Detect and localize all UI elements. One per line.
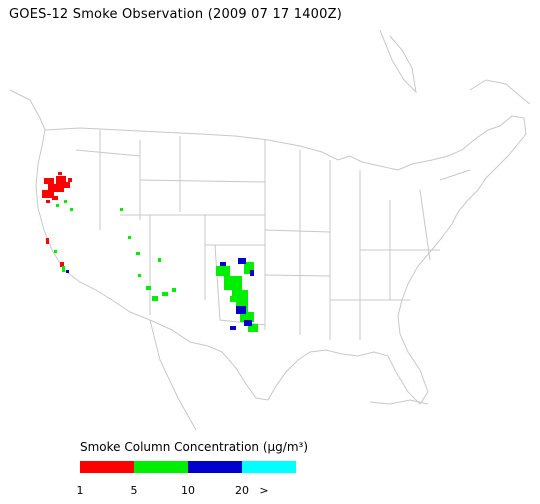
legend-colorbar [80,461,296,473]
smoke-southwest [120,208,176,301]
smoke-cencal [46,238,69,273]
map-boundaries [9,29,531,431]
smoke-norcal [42,172,72,203]
legend-tick-1: 1 [76,484,84,497]
legend-tick-more: > [259,484,269,497]
smoke-texas-green [216,262,258,332]
legend-tick-5: 5 [130,484,138,497]
legend-tick-10: 10 [181,484,195,497]
map-title: GOES-12 Smoke Observation (2009 07 17 14… [9,7,342,22]
legend-seg-green [134,461,188,473]
legend-seg-red [80,461,134,473]
legend-tick-20: 20 [235,484,249,497]
smoke-texas-blue [220,258,254,330]
smoke-overlay [42,172,258,332]
legend-seg-blue [188,461,242,473]
legend-seg-cyan [242,461,296,473]
legend-title: Smoke Column Concentration (µg/m³) [80,440,308,454]
us-outline [35,115,527,405]
